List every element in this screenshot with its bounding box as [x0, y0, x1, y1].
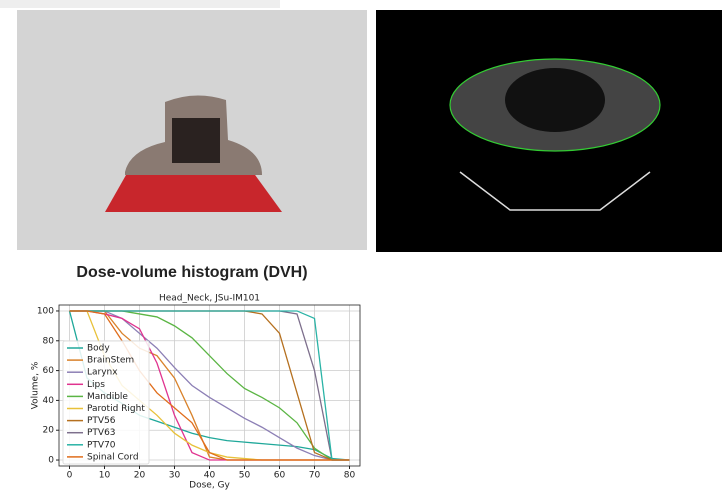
chart-title: Head_Neck, JSu-IM101	[159, 294, 260, 304]
x-tick-label: 10	[99, 471, 111, 481]
legend-box	[62, 340, 150, 465]
dvh-line	[69, 310, 350, 461]
x-tick-label: 70	[309, 471, 321, 481]
ct-lungs	[505, 68, 605, 132]
3d-face	[172, 118, 220, 163]
x-tick-label: 20	[134, 471, 146, 481]
y-tick-label: 40	[43, 396, 55, 406]
y-tick-label: 60	[43, 366, 55, 376]
y-axis-label: Volume, %	[31, 361, 41, 409]
ct-table	[459, 171, 651, 211]
legend-label: PTV56	[87, 416, 116, 426]
x-axis-label: Dose, Gy	[189, 481, 230, 491]
x-tick-label: 60	[274, 471, 286, 481]
window-edge	[0, 0, 280, 8]
x-tick-label: 0	[67, 471, 73, 481]
y-tick-label: 20	[43, 426, 55, 436]
y-tick-label: 80	[43, 336, 55, 346]
x-tick-label: 80	[344, 471, 356, 481]
legend-label: Parotid Right	[87, 404, 145, 414]
y-tick-label: 100	[37, 306, 54, 316]
legend-label: Spinal Cord	[87, 452, 139, 462]
x-tick-label: 40	[204, 471, 216, 481]
legend-label: Larynx	[87, 368, 118, 378]
dvh-line	[69, 310, 350, 461]
legend-label: Body	[87, 344, 110, 354]
legend-label: PTV70	[87, 440, 116, 450]
legend-label: BrainStem	[87, 356, 134, 366]
plot-frame	[58, 304, 361, 467]
3d-plane	[105, 168, 282, 212]
legend-label: Mandible	[87, 392, 128, 402]
x-tick-label: 30	[169, 471, 181, 481]
heading: Dose-volume histogram (DVH)	[76, 264, 308, 281]
y-tick-label: 0	[48, 456, 54, 466]
legend-label: Lips	[87, 380, 105, 390]
legend-label: PTV63	[87, 428, 116, 438]
chart: Head_Neck, JSu-IM101 0 10 20 30 40 50 60 70 80 0 20…	[31, 294, 361, 491]
x-tick-label: 50	[239, 471, 251, 481]
dvh-line	[69, 310, 350, 461]
